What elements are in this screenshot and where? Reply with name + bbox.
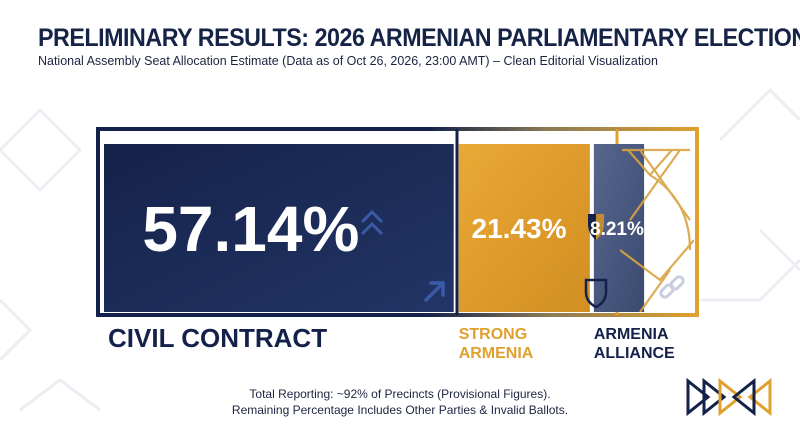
value-label-strong-armenia: 21.43% <box>472 213 567 244</box>
arrow-up-right-icon <box>424 281 445 302</box>
footnote-line-2: Remaining Percentage Includes Other Part… <box>231 403 569 417</box>
footnote: Total Reporting: ~92% of Precincts (Prov… <box>170 386 630 418</box>
bar-strong-armenia <box>458 144 590 312</box>
bar-civil-contract <box>104 144 454 312</box>
page-title: PRELIMINARY RESULTS: 2026 ARMENIAN PARLI… <box>38 24 800 52</box>
chevrons-up-icon <box>360 209 384 236</box>
party-name-strong-armenia: STRONG ARMENIA <box>459 326 534 362</box>
party-name-civil-contract: CIVIL CONTRACT <box>108 323 327 353</box>
value-label-armenia-alliance: 8.21% <box>590 219 644 240</box>
brand-logo-icon <box>686 377 772 417</box>
chart-frame <box>96 127 699 317</box>
party-name-armenia-alliance: ARMENIA ALLIANCE <box>594 326 675 362</box>
link-icon <box>659 275 685 299</box>
ornament-pattern <box>620 148 694 312</box>
value-label-civil-contract: 57.14% <box>142 193 359 265</box>
footnote-line-1: Total Reporting: ~92% of Precincts (Prov… <box>249 387 551 401</box>
page-subtitle: National Assembly Seat Allocation Estima… <box>38 53 658 68</box>
shield-icon <box>588 214 604 240</box>
shield-outline-icon <box>584 278 608 309</box>
